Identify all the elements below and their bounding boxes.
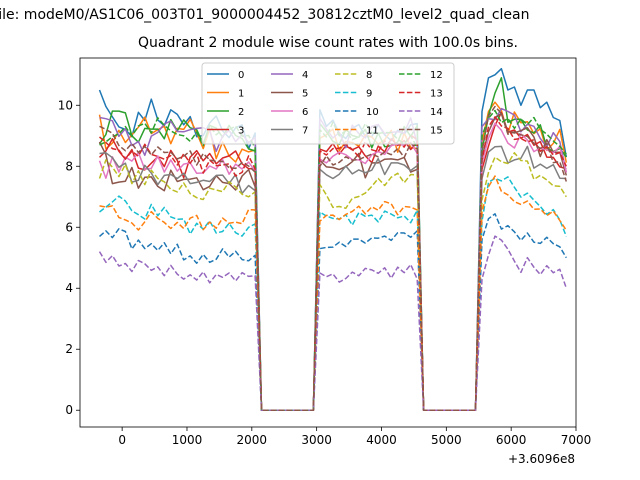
series-line-9 <box>99 176 567 411</box>
legend-label-0: 0 <box>238 70 244 81</box>
chart-title: Quadrant 2 module wise count rates with … <box>138 35 518 51</box>
series-line-13 <box>99 116 567 411</box>
series-line-6 <box>98 122 568 411</box>
series-line-7 <box>99 145 567 411</box>
legend-label-13: 13 <box>430 89 443 100</box>
legend-label-5: 5 <box>302 89 308 100</box>
x-tick-label: 6000 <box>496 433 527 447</box>
legend-label-1: 1 <box>238 89 244 100</box>
legend-label-7: 7 <box>302 126 308 137</box>
y-tick-label: 4 <box>65 281 73 295</box>
plot-frame <box>79 57 577 428</box>
legend-label-6: 6 <box>302 107 308 118</box>
y-tick-label: 6 <box>65 220 73 234</box>
x-tick-label: 3000 <box>301 433 332 447</box>
legend-label-8: 8 <box>366 70 372 81</box>
legend-label-2: 2 <box>238 107 244 118</box>
legend-label-10: 10 <box>366 107 379 118</box>
series-line-15 <box>99 105 568 411</box>
legend-label-14: 14 <box>430 107 443 118</box>
legend-label-15: 15 <box>430 126 443 137</box>
legend-label-3: 3 <box>238 126 244 137</box>
series-line-8 <box>98 152 567 411</box>
legend-label-12: 12 <box>430 70 443 81</box>
x-tick-label: 5000 <box>431 433 462 447</box>
series-line-10 <box>99 213 567 411</box>
legend-label-11: 11 <box>366 126 379 137</box>
y-tick-label: 0 <box>65 403 73 417</box>
y-tick-label: 10 <box>58 98 73 112</box>
series-line-5 <box>98 112 568 411</box>
x-tick-label: 1000 <box>172 433 203 447</box>
legend-box <box>201 62 455 145</box>
y-tick-label: 2 <box>65 342 73 356</box>
legend-label-4: 4 <box>302 70 308 81</box>
legend-label-9: 9 <box>366 89 372 100</box>
y-tick-label: 8 <box>65 159 73 173</box>
x-tick-label: 7000 <box>561 433 592 447</box>
x-tick-label: 0 <box>118 433 126 447</box>
x-tick-label: 4000 <box>366 433 397 447</box>
series-line-14 <box>98 235 568 411</box>
series-line-11 <box>99 175 567 411</box>
x-axis-offset-label: +3.6096e8 <box>507 452 575 466</box>
figure-suptitle: n file: modeM0/AS1C06_003T01_9000004452_… <box>0 7 530 23</box>
x-tick-label: 2000 <box>237 433 268 447</box>
